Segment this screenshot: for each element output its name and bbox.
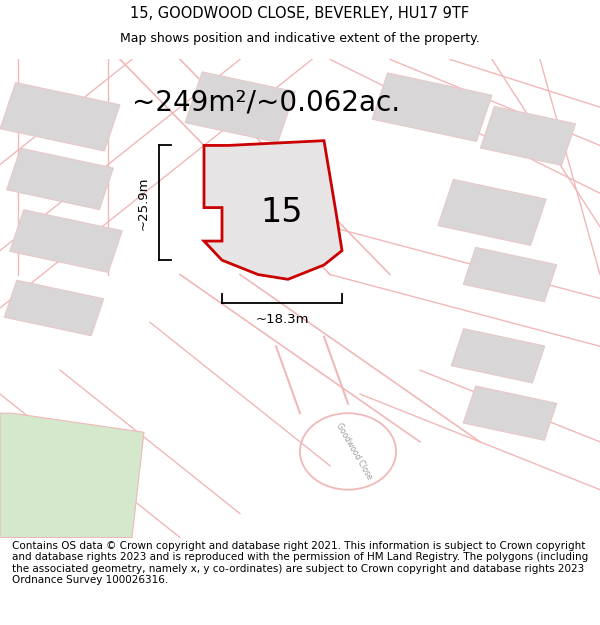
Text: Goodwood Close: Goodwood Close xyxy=(334,422,374,481)
Text: Contains OS data © Crown copyright and database right 2021. This information is : Contains OS data © Crown copyright and d… xyxy=(12,541,588,586)
Text: Map shows position and indicative extent of the property.: Map shows position and indicative extent… xyxy=(120,32,480,46)
Text: ~18.3m: ~18.3m xyxy=(255,312,309,326)
Polygon shape xyxy=(10,210,122,272)
Text: ~249m²/~0.062ac.: ~249m²/~0.062ac. xyxy=(132,88,400,116)
Polygon shape xyxy=(463,248,557,302)
Polygon shape xyxy=(0,82,120,151)
Polygon shape xyxy=(481,106,575,166)
Polygon shape xyxy=(204,141,342,279)
Polygon shape xyxy=(0,413,144,538)
Text: 15, GOODWOOD CLOSE, BEVERLEY, HU17 9TF: 15, GOODWOOD CLOSE, BEVERLEY, HU17 9TF xyxy=(130,6,470,21)
Polygon shape xyxy=(463,386,557,441)
Polygon shape xyxy=(185,72,295,142)
Polygon shape xyxy=(372,73,492,141)
Polygon shape xyxy=(438,179,546,246)
Text: ~25.9m: ~25.9m xyxy=(137,176,150,229)
Text: 15: 15 xyxy=(261,196,303,229)
Polygon shape xyxy=(7,148,113,209)
Polygon shape xyxy=(451,329,545,383)
Polygon shape xyxy=(4,280,104,336)
